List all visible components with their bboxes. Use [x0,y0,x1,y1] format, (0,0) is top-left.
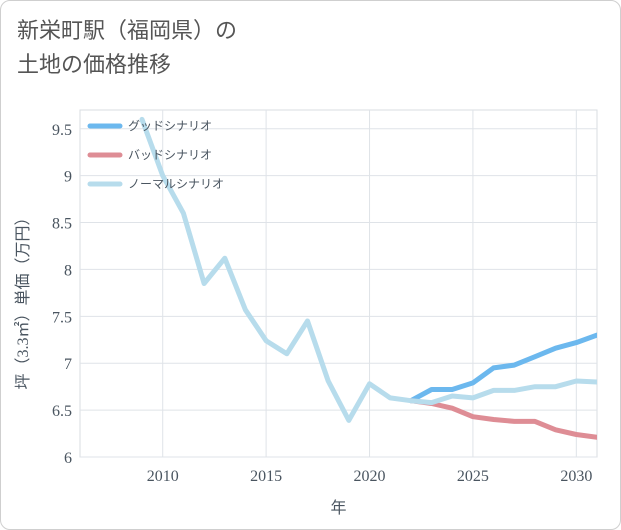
x-tick-labels: 2010 2015 2020 2025 2030 [147,468,593,485]
x-axis-title: 年 [330,499,346,517]
y-tick-labels: 6 6.5 7 7.5 8 8.5 9 9.5 [52,122,72,467]
chart-title: 新栄町駅（福岡県）の 土地の価格推移 [17,15,237,83]
y-tick-label: 7.5 [52,309,72,326]
x-tick-label: 2020 [354,468,386,485]
series-line-1 [408,332,597,404]
x-tick-label: 2015 [250,468,282,485]
series-line-2 [408,398,597,440]
y-tick-label: 6.5 [52,403,72,420]
y-tick-label: 6 [64,450,72,467]
x-tick-label: 2010 [147,468,179,485]
y-tick-label: 8 [64,262,72,279]
series-line-3 [139,116,597,423]
legend-label: ノーマルシナリオ [128,177,224,191]
x-tick-label: 2030 [560,468,592,485]
grid [79,109,598,458]
y-tick-label: 9 [64,169,72,186]
chart-title-line-2: 土地の価格推移 [17,53,172,78]
legend-label: グッドシナリオ [128,119,212,133]
y-tick-label: 8.5 [52,216,72,233]
y-axis-title: 坪（3.3㎡）単価（万円） [14,209,32,389]
series-lines [139,116,597,440]
legend-label: バッドシナリオ [128,148,212,162]
y-tick-label: 9.5 [52,122,72,139]
y-tick-label: 7 [64,356,72,373]
x-tick-label: 2025 [457,468,489,485]
chart-title-line-1: 新栄町駅（福岡県）の [17,19,238,44]
